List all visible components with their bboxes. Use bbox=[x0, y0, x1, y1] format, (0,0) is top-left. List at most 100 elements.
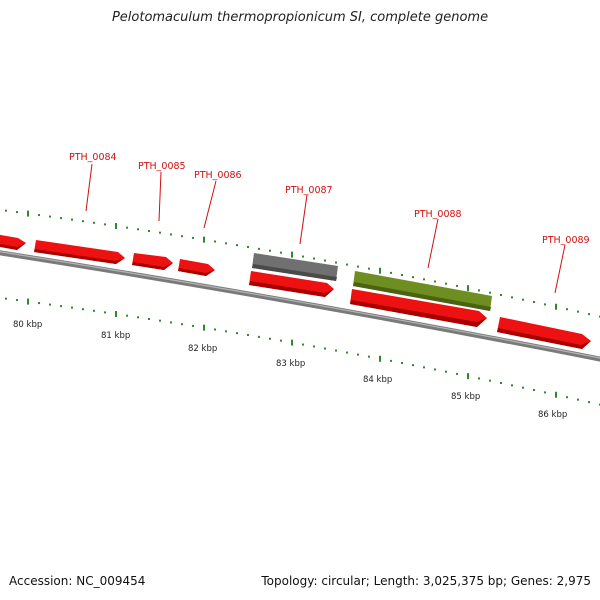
lower-tick-mark bbox=[115, 311, 117, 318]
upper-tick-mark bbox=[236, 244, 238, 247]
genome-title: Pelotomaculum thermopropionicum SI, comp… bbox=[111, 10, 489, 25]
leader-line-pth-0088 bbox=[427, 218, 439, 269]
cds-arrow[interactable] bbox=[249, 271, 334, 297]
lower-tick-mark bbox=[126, 314, 128, 317]
lower-tick-mark bbox=[302, 343, 304, 346]
upper-tick-mark bbox=[71, 218, 73, 221]
lower-tick-mark bbox=[357, 353, 359, 356]
gene-label-pth-0089[interactable]: PTH_0089 bbox=[542, 235, 590, 246]
upper-tick-mark bbox=[269, 249, 271, 252]
lower-tick-mark bbox=[291, 339, 293, 346]
leader-line-pth-0086 bbox=[203, 180, 217, 229]
lower-tick-mark bbox=[324, 347, 326, 350]
upper-tick-mark bbox=[214, 240, 216, 243]
lower-tick-mark bbox=[27, 298, 29, 305]
lower-tick-mark bbox=[511, 384, 513, 387]
lower-tick-mark bbox=[401, 361, 403, 364]
upper-tick-mark bbox=[192, 236, 194, 239]
lower-tick-mark bbox=[93, 309, 95, 312]
upper-tick-mark bbox=[148, 229, 150, 232]
lower-tick-mark bbox=[214, 328, 216, 331]
lower-tick-mark bbox=[588, 401, 590, 404]
lower-tick-mark bbox=[170, 321, 172, 324]
upper-tick-mark bbox=[170, 233, 172, 236]
lower-tick-mark bbox=[181, 323, 183, 326]
upper-tick-mark bbox=[137, 228, 139, 231]
upper-tick-mark bbox=[291, 251, 293, 258]
upper-tick-mark bbox=[324, 259, 326, 262]
lower-tick-mark bbox=[16, 299, 18, 302]
gene-label-pth-0085[interactable]: PTH_0085 bbox=[138, 161, 186, 172]
upper-tick-mark bbox=[500, 294, 502, 296]
upper-tick-mark bbox=[115, 223, 117, 230]
upper-tick-mark bbox=[27, 210, 29, 217]
lower-tick-mark bbox=[313, 345, 315, 348]
lower-tick-mark bbox=[159, 319, 161, 322]
lower-tick-mark bbox=[489, 379, 491, 382]
upper-tick-mark bbox=[555, 303, 557, 310]
gene-labels: PTH_0084 PTH_0085 PTH_0086 PTH_0087 PTH_… bbox=[69, 152, 590, 246]
scale-label-85-kbp: 85 kbp bbox=[451, 392, 480, 402]
lower-tick-mark bbox=[269, 337, 271, 340]
lower-tick-mark bbox=[555, 391, 557, 398]
upper-tick-mark bbox=[412, 276, 414, 279]
lower-tick-mark bbox=[247, 333, 249, 336]
upper-tick-mark bbox=[38, 214, 40, 217]
upper-tick-mark bbox=[280, 251, 282, 254]
cds-arrow[interactable] bbox=[34, 240, 125, 264]
upper-tick-mark bbox=[577, 310, 579, 313]
cds-arrow[interactable] bbox=[178, 259, 215, 276]
lower-tick-mark bbox=[258, 335, 260, 338]
lower-tick-mark bbox=[500, 382, 502, 384]
upper-tick-mark bbox=[49, 215, 51, 218]
lower-tick-mark bbox=[522, 386, 524, 389]
gene-label-pth-0087[interactable]: PTH_0087 bbox=[285, 185, 333, 196]
upper-tick-mark bbox=[247, 245, 249, 248]
grey-feature-bar[interactable] bbox=[252, 253, 338, 281]
cds-arrow[interactable] bbox=[350, 289, 487, 327]
upper-tick-mark bbox=[225, 242, 227, 245]
lower-tick-mark bbox=[148, 317, 150, 320]
gene-label-pth-0084[interactable]: PTH_0084 bbox=[69, 152, 117, 163]
cds-arrow[interactable] bbox=[132, 253, 173, 270]
upper-tick-mark bbox=[456, 284, 458, 287]
upper-tick-mark bbox=[104, 223, 106, 226]
lower-tick-mark bbox=[533, 389, 535, 392]
lower-tick-mark bbox=[5, 297, 7, 300]
genome-backbone-highlight bbox=[0, 251, 600, 359]
lower-tick-mark bbox=[137, 316, 139, 319]
green-feature-bar[interactable] bbox=[353, 271, 492, 311]
upper-tick-mark bbox=[401, 273, 403, 276]
lower-tick-mark bbox=[335, 349, 337, 352]
leader-line-pth-0084 bbox=[85, 163, 93, 212]
upper-tick-mark bbox=[423, 278, 425, 281]
gene-label-pth-0086[interactable]: PTH_0086 bbox=[194, 170, 242, 181]
lower-tick-mark bbox=[225, 330, 227, 333]
lower-tick-mark bbox=[203, 324, 205, 331]
lower-tick-mark bbox=[434, 368, 436, 371]
leader-line-pth-0085 bbox=[158, 171, 162, 222]
leader-line-pth-0087 bbox=[299, 194, 308, 245]
upper-tick-mark bbox=[379, 267, 381, 274]
gene-label-pth-0088[interactable]: PTH_0088 bbox=[414, 209, 462, 220]
upper-tick-mark bbox=[258, 247, 260, 250]
upper-tick-mark bbox=[357, 265, 359, 268]
cds-arrow[interactable] bbox=[497, 317, 591, 349]
lower-tick-mark bbox=[566, 396, 568, 399]
cds-arrow[interactable] bbox=[0, 234, 26, 250]
lower-tick-mark bbox=[280, 339, 282, 342]
lower-tick-track bbox=[5, 297, 600, 406]
scale-label-82-kbp: 82 kbp bbox=[188, 344, 217, 354]
scale-label-83-kbp: 83 kbp bbox=[276, 359, 305, 369]
scale-labels: 80 kbp 81 kbp 82 kbp 83 kbp 84 kbp 85 kb… bbox=[13, 320, 567, 420]
lower-tick-mark bbox=[379, 355, 381, 362]
lower-tick-mark bbox=[467, 373, 469, 380]
upper-tick-mark bbox=[566, 308, 568, 311]
upper-tick-mark bbox=[181, 235, 183, 238]
upper-tick-mark bbox=[368, 267, 370, 270]
upper-tick-mark bbox=[302, 255, 304, 258]
upper-tick-mark bbox=[203, 236, 205, 243]
upper-tick-mark bbox=[489, 291, 491, 294]
